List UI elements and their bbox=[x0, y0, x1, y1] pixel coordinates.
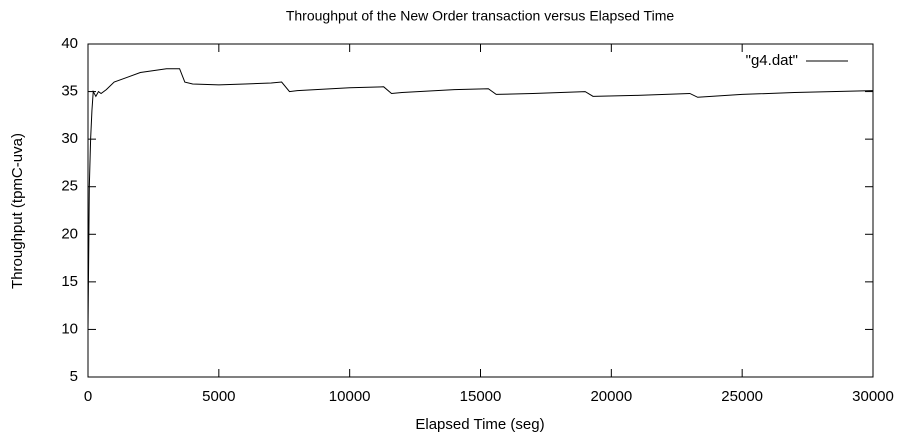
data-line bbox=[87, 68, 874, 330]
y-axis-label: Throughput (tpmC-uva) bbox=[9, 133, 26, 289]
y-tick-label: 40 bbox=[61, 35, 78, 52]
x-tick-label: 30000 bbox=[852, 388, 894, 405]
x-tick-label: 25000 bbox=[721, 388, 763, 405]
y-tick-label: 15 bbox=[61, 273, 78, 290]
x-tick-label: 10000 bbox=[329, 388, 371, 405]
chart-title: Throughput of the New Order transaction … bbox=[286, 8, 675, 24]
x-tick-label: 5000 bbox=[202, 388, 235, 405]
y-tick-label: 35 bbox=[61, 83, 78, 100]
y-tick-label: 30 bbox=[61, 130, 78, 147]
x-tick-label: 20000 bbox=[590, 388, 632, 405]
y-tick-label: 20 bbox=[61, 225, 78, 242]
y-tick-label: 10 bbox=[61, 320, 78, 337]
y-tick-label: 5 bbox=[70, 368, 78, 385]
x-tick-label: 0 bbox=[84, 388, 92, 405]
y-tick-label: 25 bbox=[61, 178, 78, 195]
x-tick-label: 15000 bbox=[460, 388, 502, 405]
x-axis-label: Elapsed Time (seg) bbox=[415, 416, 544, 433]
legend-label: "g4.dat" bbox=[746, 52, 798, 69]
